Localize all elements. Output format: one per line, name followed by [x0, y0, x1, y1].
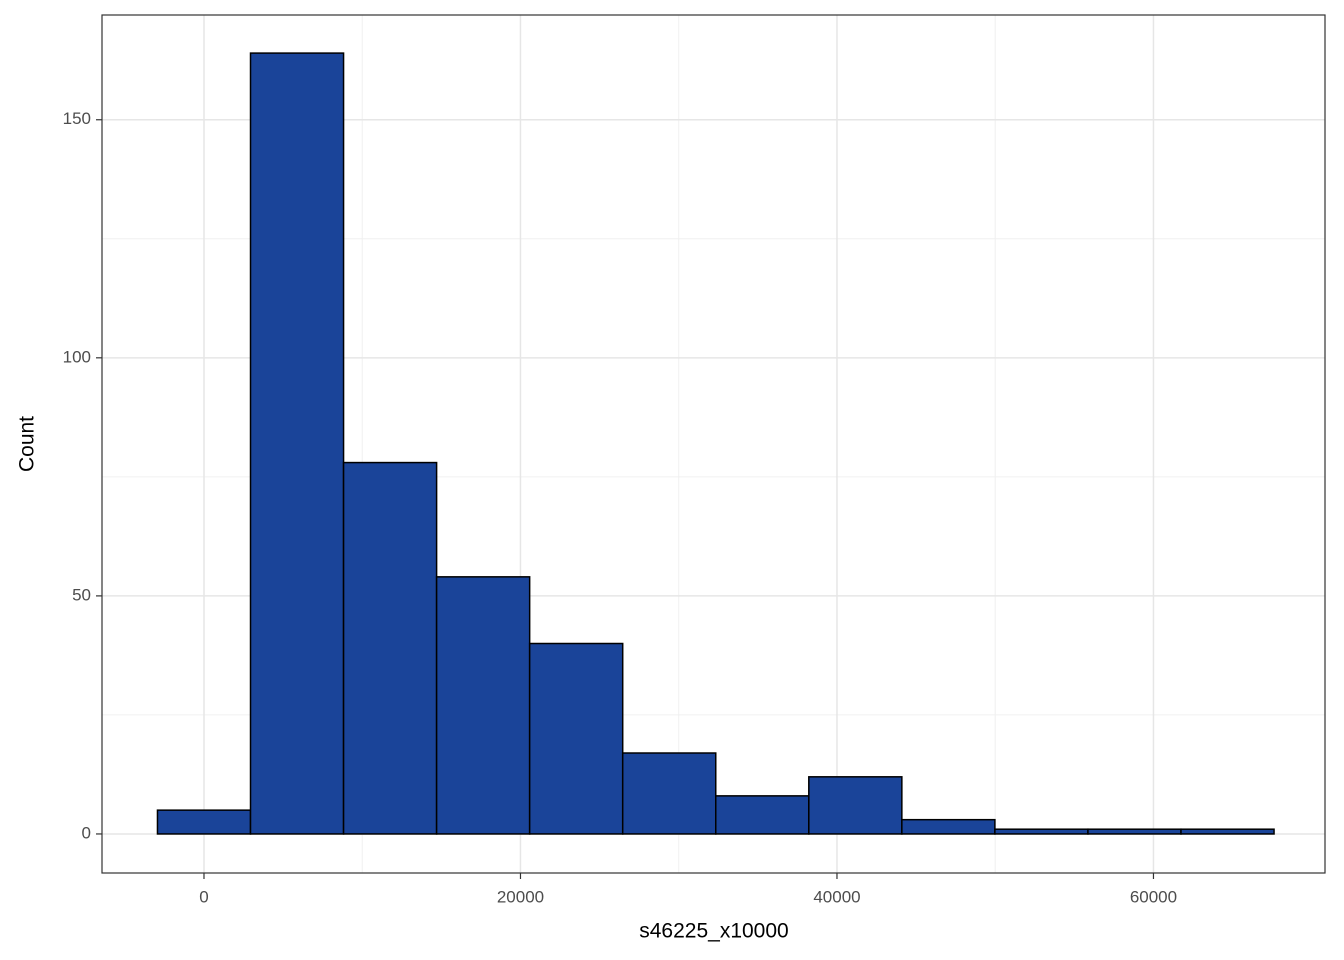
y-tick-label: 150	[63, 109, 91, 128]
y-tick-label: 100	[63, 347, 91, 366]
x-tick-label: 40000	[813, 887, 860, 906]
bar	[528, 642, 624, 835]
axes: 0 20000 40000 60000 0 50 100 150	[63, 109, 1177, 906]
bar	[621, 752, 717, 835]
y-tick-label: 0	[82, 823, 91, 842]
bar	[901, 818, 996, 835]
bar	[1180, 828, 1275, 835]
bar	[156, 809, 252, 835]
bar	[715, 795, 810, 835]
y-tick-label: 50	[72, 585, 91, 604]
x-tick-label: 0	[199, 887, 208, 906]
bar	[994, 828, 1089, 835]
bar	[342, 461, 438, 835]
bar	[808, 776, 903, 835]
bar	[1087, 828, 1182, 835]
bars	[156, 52, 1275, 835]
x-axis-title: s46225_x10000	[639, 920, 788, 943]
bar	[249, 52, 345, 835]
y-axis-title: Count	[16, 416, 39, 472]
panel-border	[101, 14, 1326, 874]
x-tick-label: 60000	[1130, 887, 1177, 906]
x-tick-label: 20000	[497, 887, 544, 906]
bar	[435, 576, 531, 835]
